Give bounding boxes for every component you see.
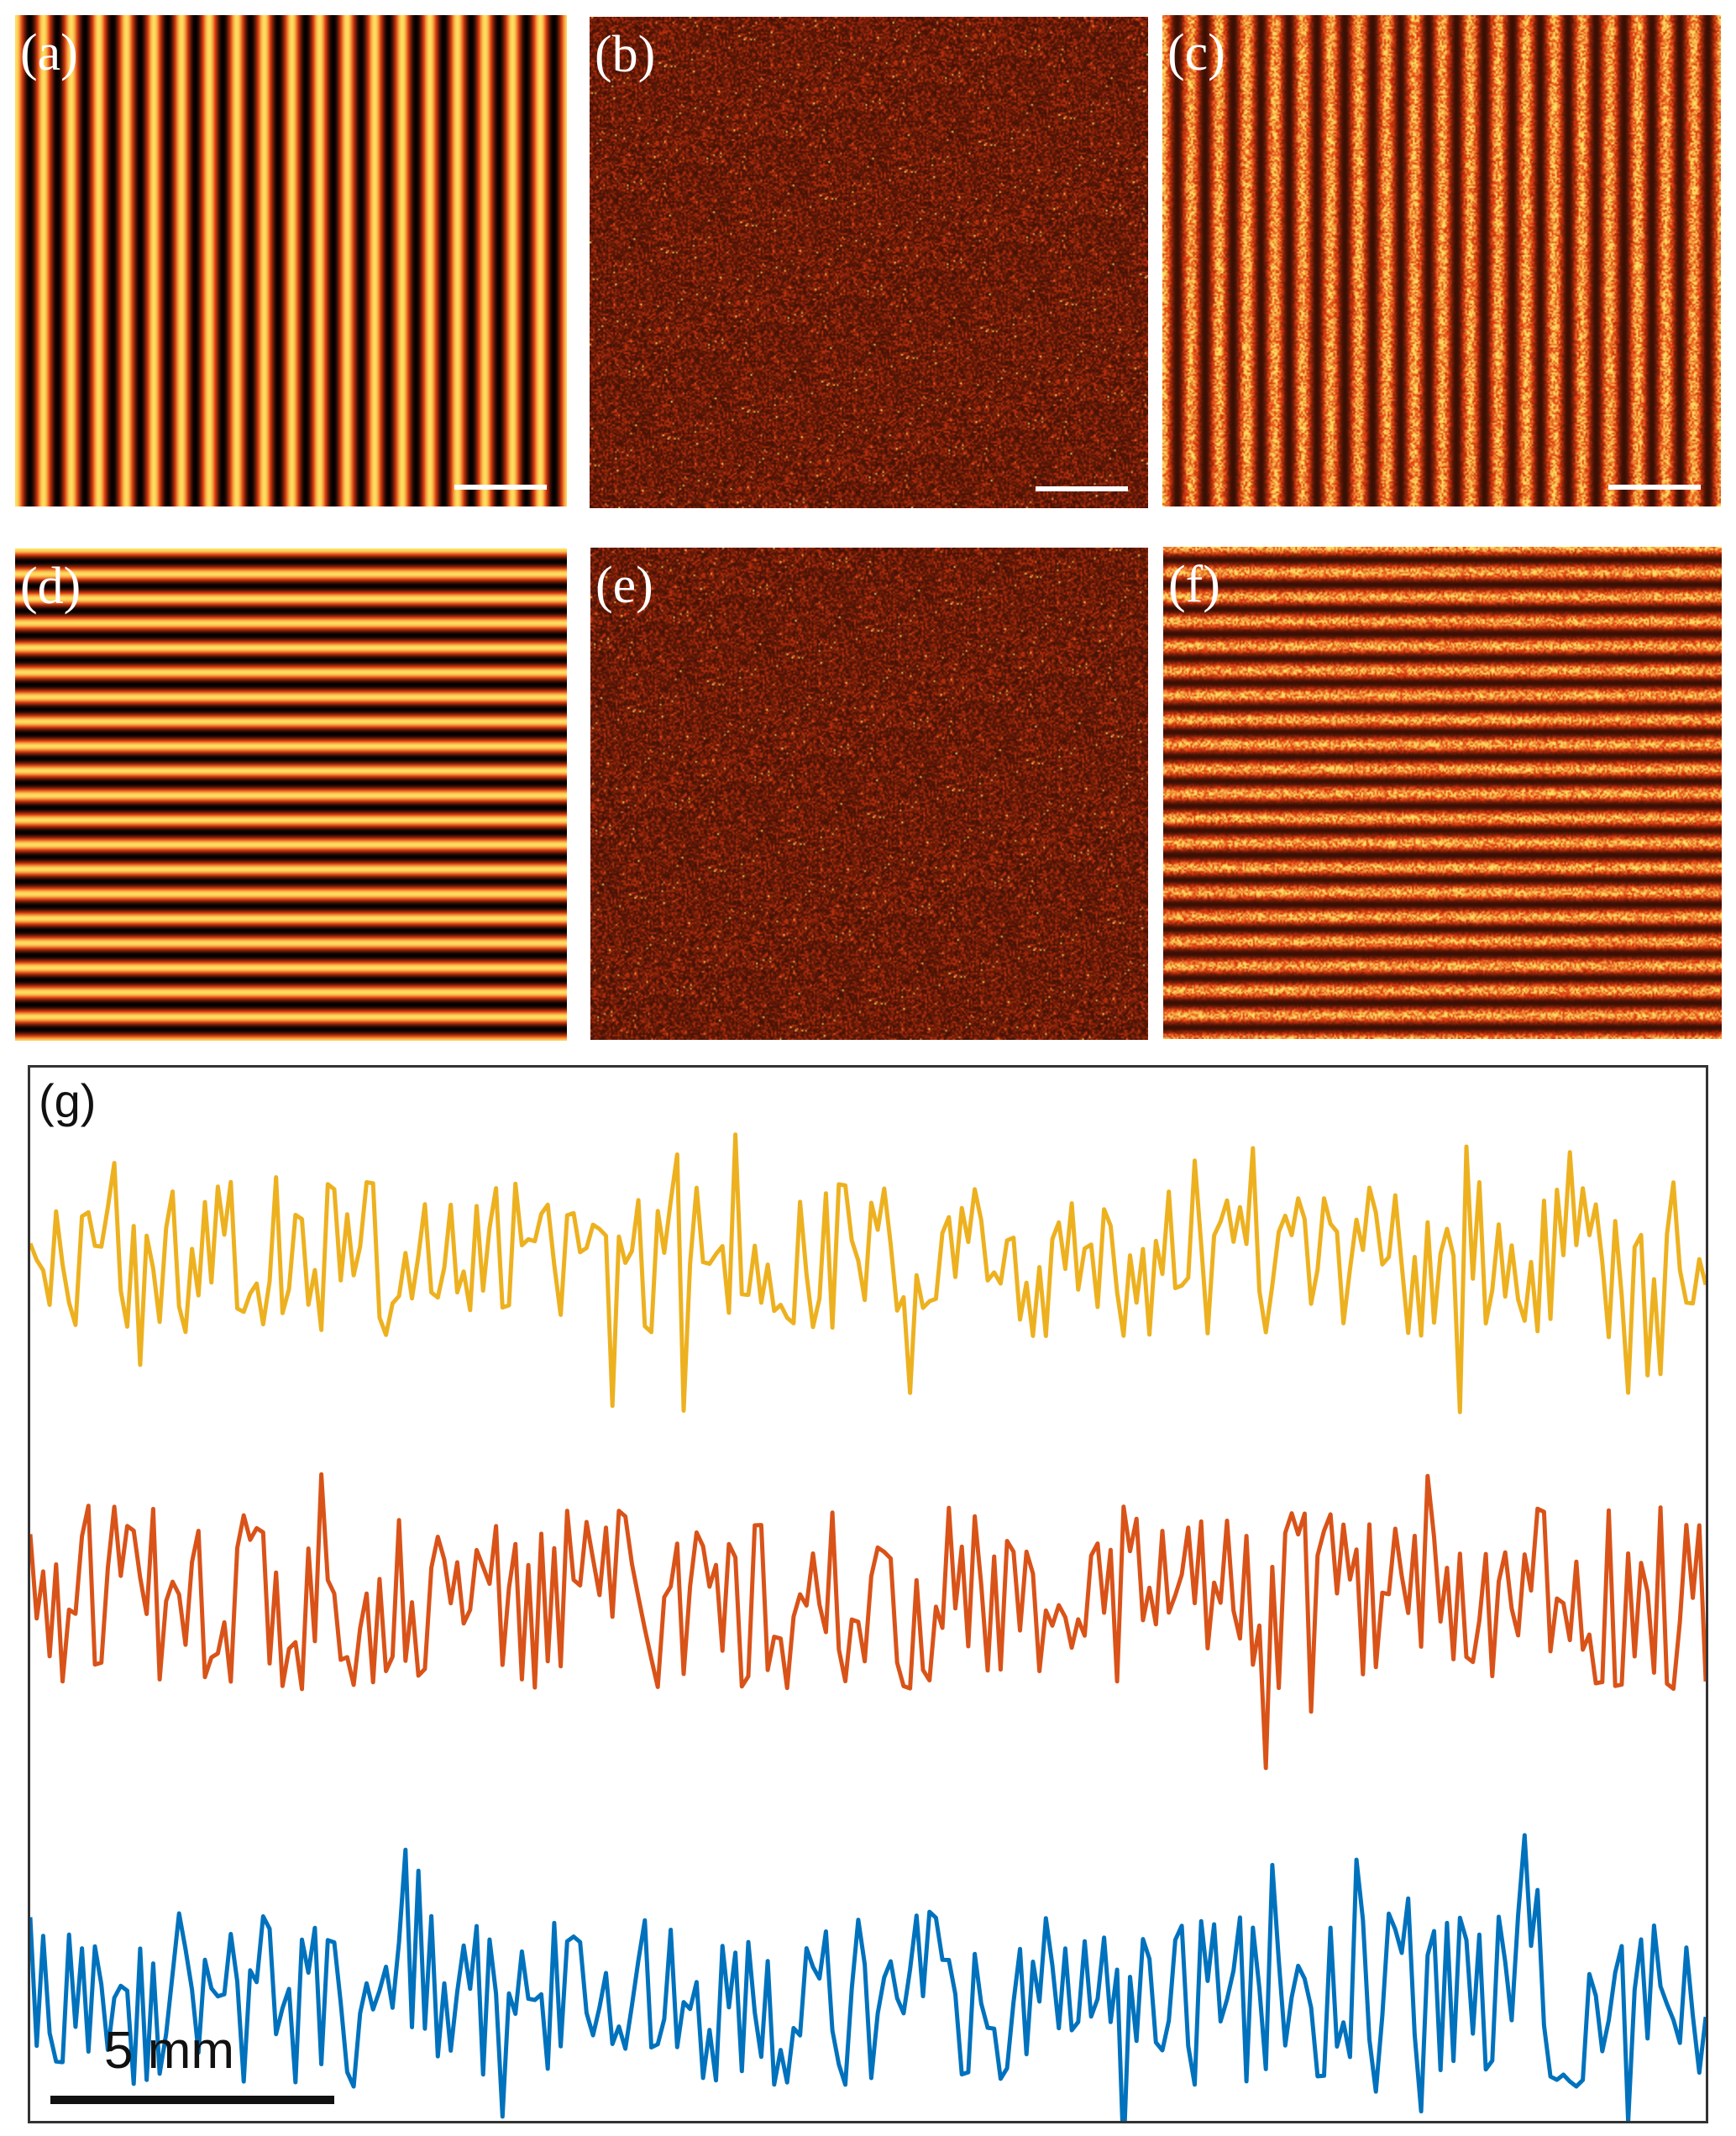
panel-d-label: (d) (20, 558, 81, 615)
panel-a-label: (a) (20, 24, 78, 81)
panel-c-scale-bar (1608, 485, 1701, 490)
panel-c-canvas (1162, 15, 1721, 506)
panel-f-image: (f) (1163, 547, 1722, 1039)
panel-b-image: (b) (590, 17, 1148, 508)
panel-g-scale-label: 5 mm (104, 2022, 234, 2080)
panel-e-canvas (590, 548, 1148, 1040)
panel-g-scale-bar (50, 2096, 334, 2104)
panel-d-canvas (15, 548, 567, 1041)
panel-d-image: (d) (15, 548, 567, 1041)
panel-e-label: (e) (595, 557, 653, 614)
panel-f-label: (f) (1168, 556, 1220, 613)
panel-f-canvas (1163, 547, 1722, 1039)
trace-line-2 (30, 1472, 1706, 1771)
panel-b-label: (b) (595, 26, 656, 83)
panel-b-scale-bar (1036, 486, 1128, 491)
panel-b-canvas (590, 17, 1148, 508)
panel-c-image: (c) (1162, 15, 1721, 506)
panel-c-label: (c) (1167, 24, 1225, 81)
panel-g-plot: (g) 5 mm (28, 1065, 1708, 2123)
panel-g-svg (30, 1132, 1706, 2121)
trace-line-3 (30, 1833, 1706, 2121)
panel-a-image: (a) (15, 15, 567, 506)
panel-a-scale-bar (454, 485, 547, 490)
panel-a-canvas (15, 15, 567, 506)
panel-e-image: (e) (590, 548, 1148, 1040)
trace-line-1 (30, 1132, 1706, 1414)
panel-g-label: (g) (39, 1074, 97, 1127)
